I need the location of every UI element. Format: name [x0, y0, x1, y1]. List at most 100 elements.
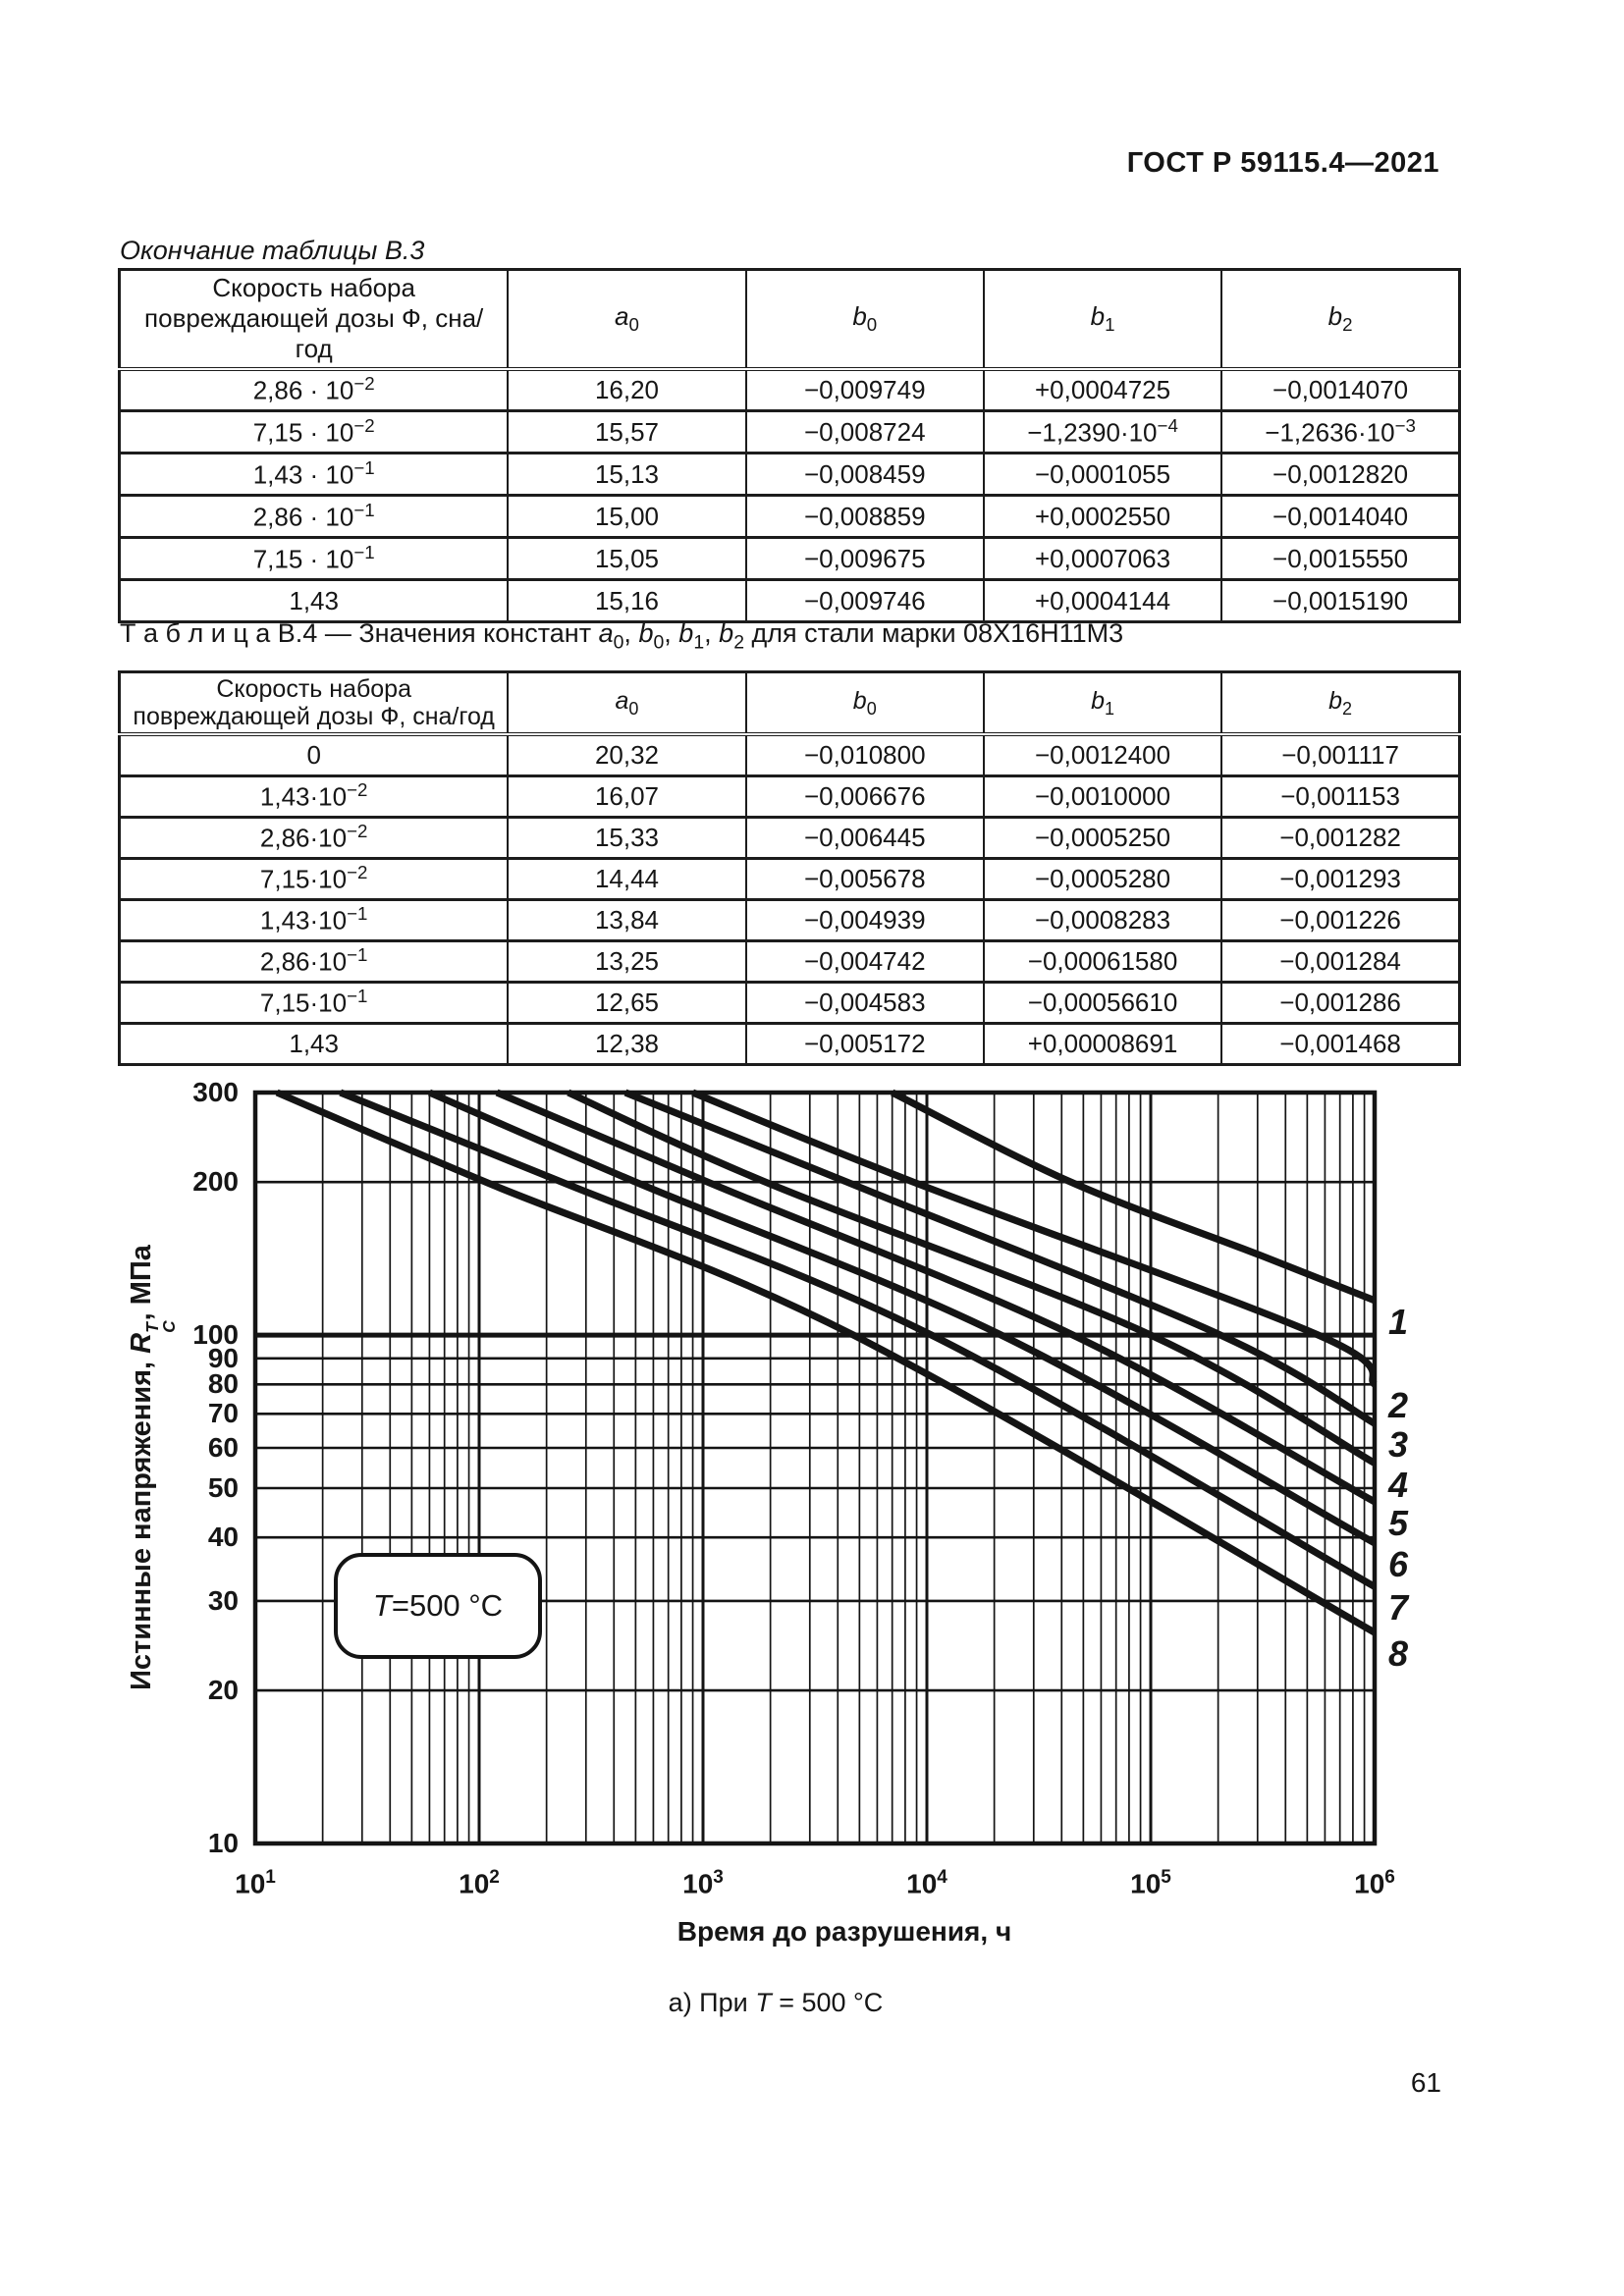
table-cell: −0,006676 [744, 774, 985, 819]
table-cell: −0,009749 [744, 367, 985, 413]
table-row: 2,86·10−2 15,33 −0,006445 −0,0005250 −0,0012… [118, 815, 1461, 860]
table-cell: 16,20 [507, 367, 747, 413]
table-b3-caption: Окончание таблицы В.3 [120, 236, 425, 265]
table-b3-header: Скорость набора повреждающей дозы Ф, сна… [118, 267, 1461, 371]
table-cell: 16,07 [507, 774, 747, 819]
table-cell: −0,0015190 [1220, 578, 1461, 624]
table-cell: −0,001468 [1220, 1021, 1461, 1066]
table-cell: −0,008459 [744, 452, 985, 498]
curve-label-7: 7 [1388, 1587, 1409, 1629]
table-cell: 2,86 · 10−2 [118, 367, 510, 413]
table-cell: +0,0004725 [982, 367, 1223, 413]
y-tick-label-10: 10 [207, 1828, 239, 1858]
table-cell: +0,0002550 [982, 494, 1223, 540]
y-tick-label-20: 20 [207, 1675, 239, 1706]
table-b3-body: 2,86 · 10−2 16,20 −0,009749 +0,0004725 −0,00… [118, 367, 1461, 624]
curve-label-6: 6 [1388, 1543, 1409, 1584]
plot-frame [252, 1090, 1378, 1846]
table-cell: −0,005678 [744, 856, 985, 901]
col-header-a0: a0 [507, 670, 747, 736]
curve-6 [427, 1089, 1377, 1547]
table-row: 1,43 · 10−1 15,13 −0,008459 −0,0001055 −0,00… [118, 452, 1461, 498]
table-cell: −0,0012820 [1220, 452, 1461, 498]
curve-2 [691, 1089, 1378, 1388]
curve-1 [891, 1089, 1377, 1305]
table-cell: −0,005172 [744, 1021, 985, 1066]
x-tick-label-10e3: 103 [682, 1867, 724, 1899]
table-cell: 2,86 · 10−1 [118, 494, 510, 540]
table-cell: −1,2636·10−3 [1220, 409, 1461, 455]
curve-label-3: 3 [1388, 1424, 1409, 1466]
curve-label-4: 4 [1388, 1464, 1409, 1505]
table-cell: 20,32 [507, 732, 747, 777]
table-cell: 7,15·10−2 [118, 856, 510, 901]
page-number: 61 [1410, 2067, 1441, 2098]
table-cell: +0,00008691 [982, 1021, 1223, 1066]
table-cell: −0,001282 [1220, 815, 1461, 860]
table-cell: 1,43 [118, 578, 510, 624]
table-cell: 12,38 [507, 1021, 747, 1066]
table-cell: −0,004583 [744, 980, 985, 1025]
table-cell: −0,0014040 [1220, 494, 1461, 540]
table-cell: −0,008724 [744, 409, 985, 455]
col-header-b0: b0 [744, 267, 985, 371]
table-cell: −0,001117 [1220, 732, 1461, 777]
table-b4-body: 0 20,32 −0,010800 −0,0012400 −0,001117 1,43·1… [118, 732, 1461, 1066]
col-header-b2: b2 [1220, 267, 1461, 371]
table-cell: −0,006445 [744, 815, 985, 860]
chart-canvas [252, 1089, 1378, 1846]
table-cell: 2,86·10−1 [118, 938, 510, 984]
table-cell: 7,15·10−1 [118, 980, 510, 1025]
table-cell: 1,43·10−1 [118, 897, 510, 942]
y-tick-label-300: 300 [192, 1077, 239, 1107]
table-cell: 15,05 [507, 536, 747, 582]
x-tick-label-10e2: 102 [459, 1867, 500, 1899]
table-cell: −0,0005250 [982, 815, 1223, 860]
table-cell: 7,15 · 10−2 [118, 409, 510, 455]
col-header-dose: Скорость набора повреждающей дозы Ф, сна… [118, 670, 510, 736]
table-cell: −0,001226 [1220, 897, 1461, 942]
y-tick-label-70: 70 [207, 1398, 239, 1429]
y-tick-label-60: 60 [207, 1431, 239, 1463]
table-cell: −0,0015550 [1220, 536, 1461, 582]
table-cell: −0,001284 [1220, 938, 1461, 984]
table-cell: −0,00056610 [982, 980, 1223, 1025]
x-axis-title: Время до разрушения, ч [677, 1916, 1012, 1947]
table-row: 2,86 · 10−1 15,00 −0,008859 +0,0002550 −0,00… [118, 494, 1461, 540]
table-cell: +0,0007063 [982, 536, 1223, 582]
table-cell: 1,43·10−2 [118, 774, 510, 819]
table-cell: 13,84 [507, 897, 747, 942]
table-cell: −1,2390·10−4 [982, 409, 1223, 455]
table-cell: −0,004742 [744, 938, 985, 984]
col-header-b0: b0 [744, 670, 985, 736]
curve-4 [567, 1089, 1377, 1467]
table-cell: 15,13 [507, 452, 747, 498]
table-cell: 1,43 [118, 1021, 510, 1066]
document-header: ГОСТ Р 59115.4—2021 [1126, 147, 1439, 179]
col-header-b1: b1 [982, 670, 1223, 736]
table-cell: −0,004939 [744, 897, 985, 942]
curve-label-8: 8 [1388, 1633, 1409, 1675]
x-tick-label-10e4: 104 [906, 1867, 947, 1899]
table-cell: 15,33 [507, 815, 747, 860]
table-cell: 7,15 · 10−1 [118, 536, 510, 582]
table-b4: Скорость набора повреждающей дозы Ф, сна… [118, 670, 1461, 1066]
y-tick-label-40: 40 [207, 1522, 239, 1553]
table-cell: 12,65 [507, 980, 747, 1025]
table-cell: −0,00061580 [982, 938, 1223, 984]
table-cell: −0,001286 [1220, 980, 1461, 1025]
table-cell: 15,16 [507, 578, 747, 624]
temperature-annotation: T=500 °С [334, 1553, 542, 1659]
table-row: 1,43·10−2 16,07 −0,006676 −0,0010000 −0,0011… [118, 774, 1461, 819]
table-row: 1,43·10−1 13,84 −0,004939 −0,0008283 −0,0012… [118, 897, 1461, 942]
curve-3 [623, 1089, 1377, 1427]
table-row: 2,86·10−1 13,25 −0,004742 −0,00061580 −0,001… [118, 938, 1461, 984]
curve-label-1: 1 [1388, 1301, 1409, 1342]
table-cell: 15,57 [507, 409, 747, 455]
col-header-b2: b2 [1220, 670, 1461, 736]
table-cell: +0,0004144 [982, 578, 1223, 624]
curve-5 [495, 1089, 1377, 1506]
table-cell: −0,0014070 [1220, 367, 1461, 413]
col-header-dose: Скорость набора повреждающей дозы Ф, сна… [118, 267, 510, 371]
